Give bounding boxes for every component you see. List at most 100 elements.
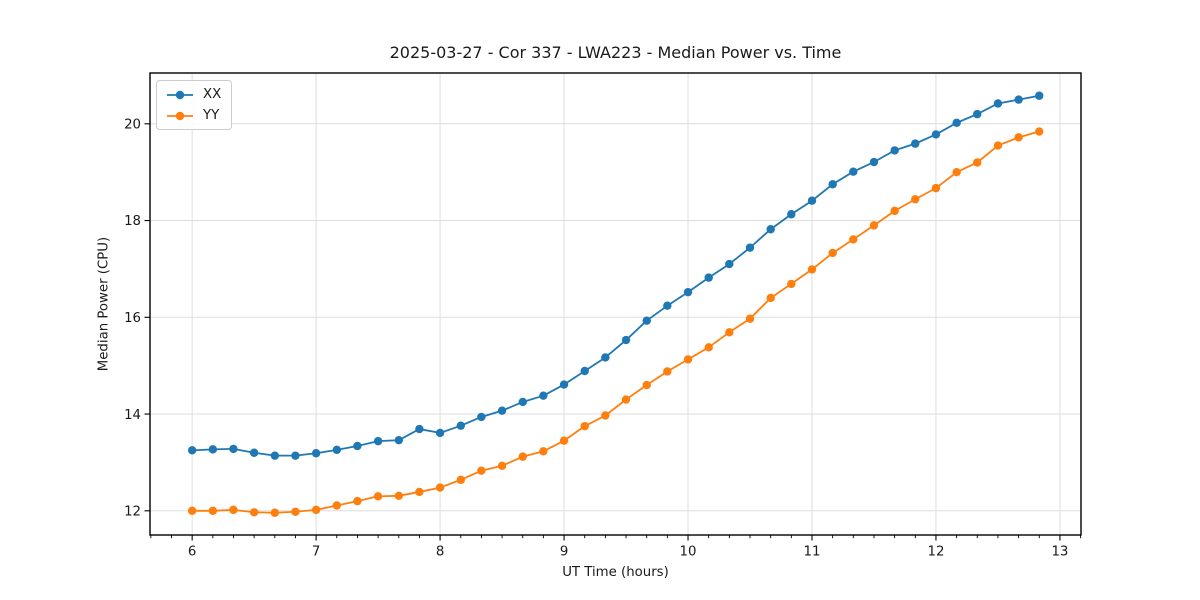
plot-border [149,72,1082,536]
y-tick-label: 12 [124,505,141,520]
data-point-xx [766,225,775,234]
data-point-xx [311,449,321,458]
x-tick-label: 13 [1051,545,1068,560]
data-point-yy [911,195,920,204]
data-point-xx [332,445,342,455]
data-point-xx [911,139,920,148]
data-point-yy [559,436,569,445]
data-point-yy [745,314,755,323]
data-point-xx [869,157,879,167]
x-tick-label: 6 [188,545,196,560]
x-tick-label: 8 [436,545,444,560]
data-point-xx [745,243,755,252]
data-point-xx [601,353,610,362]
data-point-yy [208,506,218,516]
data-point-xx [208,445,218,454]
data-point-yy [373,492,383,501]
data-point-yy [580,421,589,431]
data-point-yy [518,452,527,461]
y-axis-label: Median Power (CPU) [96,236,112,372]
data-point-xx [497,406,507,415]
data-point-xx [890,146,899,155]
data-point-xx [849,167,858,176]
data-point-yy [477,466,486,475]
data-point-yy [993,141,1003,150]
data-point-xx [993,99,1003,108]
data-point-yy [291,507,300,516]
data-point-yy [704,343,713,352]
data-point-xx [291,451,300,460]
y-tick-label: 18 [124,214,141,229]
data-point-xx [725,259,734,269]
data-point-xx [249,448,259,457]
data-point-xx [931,130,941,139]
x-tick-label: 10 [680,545,697,560]
data-point-yy [270,508,280,517]
data-point-yy [435,483,445,492]
data-point-yy [229,505,238,515]
data-point-xx [353,441,362,451]
data-point-xx [952,118,961,128]
legend-label-xx: XX [203,87,222,102]
x-tick-label: 11 [804,545,821,560]
data-point-xx [807,196,817,205]
data-point-yy [683,355,693,364]
x-tick-label: 12 [927,545,944,560]
data-point-yy [642,380,651,390]
data-point-xx [415,424,424,434]
data-point-xx [580,366,589,376]
data-point-yy [869,221,879,230]
data-point-xx [394,435,404,445]
y-tick-label: 16 [124,311,141,326]
data-point-xx [683,287,693,297]
data-point-xx [663,301,672,310]
data-point-yy [828,248,837,258]
data-point-xx [435,428,445,438]
data-point-yy [931,183,941,193]
y-tick-label: 20 [124,117,141,132]
data-point-xx [477,412,486,422]
data-point-xx [642,316,651,325]
data-point-xx [518,397,527,407]
chart-title: 2025-03-27 - Cor 337 - LWA223 - Median P… [389,43,842,62]
data-point-yy [187,506,197,516]
data-point-xx [270,451,280,460]
data-point-yy [621,395,631,404]
legend: XX YY [156,80,233,130]
series-line-xx [192,94,1040,457]
x-tick-label: 7 [312,545,320,560]
data-point-xx [704,273,713,282]
data-point-xx [187,446,197,455]
data-point-yy [663,367,672,376]
legend-item-yy: YY [165,106,221,125]
data-point-yy [1014,133,1023,142]
data-point-yy [849,235,858,244]
data-point-yy [497,461,507,471]
data-point-yy [456,475,465,485]
data-point-yy [332,501,342,510]
data-point-yy [415,487,424,497]
data-point-yy [973,158,982,167]
data-point-yy [787,279,796,289]
legend-marker-yy-icon [167,111,193,120]
data-point-xx [539,391,548,400]
data-point-yy [311,505,321,515]
data-point-xx [456,421,465,430]
data-point-yy [807,265,817,274]
data-point-yy [249,508,259,517]
data-point-yy [952,167,961,177]
data-point-yy [394,491,404,501]
data-point-xx [1014,95,1023,104]
data-point-yy [766,293,775,303]
data-point-yy [1035,127,1044,136]
data-point-xx [787,210,796,219]
x-axis-label: UT Time (hours) [562,565,669,580]
legend-marker-xx-icon [167,90,193,99]
data-point-xx [828,180,837,189]
data-point-yy [539,447,548,456]
data-point-xx [229,444,238,454]
legend-label-yy: YY [203,108,220,123]
data-point-xx [559,380,569,389]
data-point-yy [725,328,734,337]
